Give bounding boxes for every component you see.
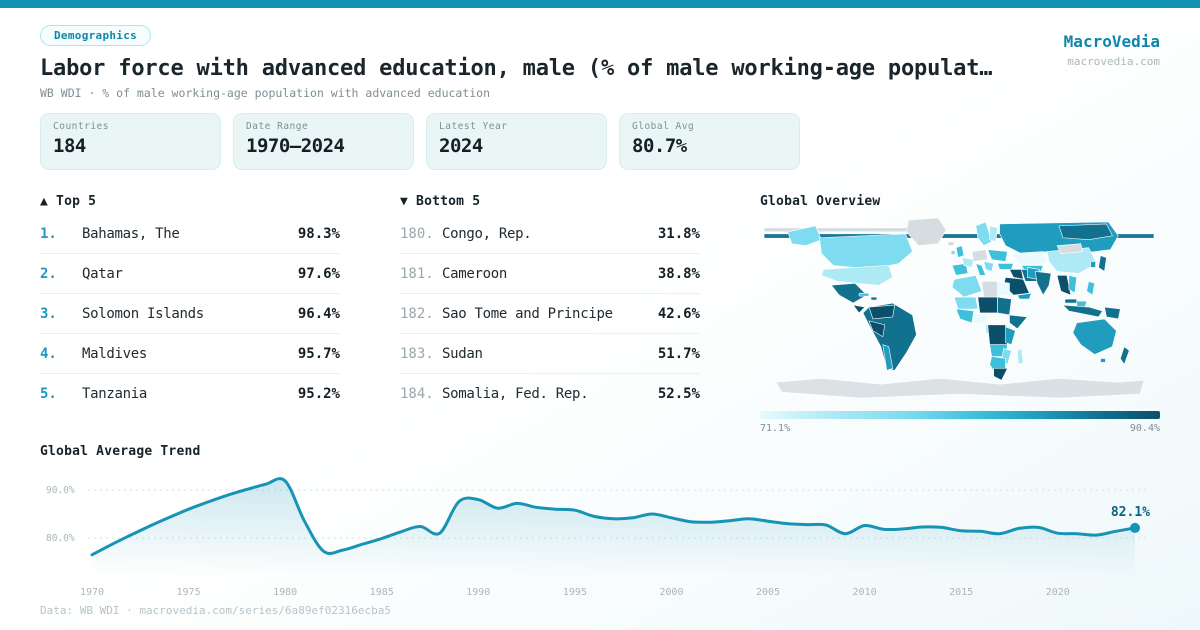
country-value: 95.2%: [297, 385, 340, 402]
stat-card-countries: Countries 184: [40, 113, 221, 170]
trend-heading: Global Average Trend: [40, 444, 201, 459]
stat-label: Date Range: [246, 121, 309, 132]
svg-text:90.0%: 90.0%: [46, 485, 75, 496]
stat-card-latest-year: Latest Year 2024: [426, 113, 607, 170]
list-item: 2. Qatar 97.6%: [40, 254, 340, 294]
stat-value: 1970–2024: [246, 135, 345, 157]
country-value: 96.4%: [297, 305, 340, 322]
map-color-scale: [760, 411, 1160, 419]
stat-value: 184: [53, 135, 86, 157]
country-value: 52.5%: [657, 385, 700, 402]
country-name: Sudan: [442, 345, 483, 362]
list-item: 1. Bahamas, The 98.3%: [40, 214, 340, 254]
trend-end-value: 82.1%: [1111, 505, 1150, 520]
country-name: Cameroon: [442, 265, 508, 282]
country-name: Sao Tome and Principe: [442, 305, 613, 322]
list-item: 5. Tanzania 95.2%: [40, 374, 340, 413]
world-map: [763, 217, 1155, 399]
rank-number: 4.: [40, 345, 57, 362]
list-item: 180. Congo, Rep. 31.8%: [400, 214, 700, 254]
stat-label: Global Avg: [632, 121, 695, 132]
country-value: 95.7%: [297, 345, 340, 362]
svg-text:1980: 1980: [273, 587, 297, 598]
bottom5-list: ▼ Bottom 5 180. Congo, Rep. 31.8% 181. C…: [400, 194, 700, 434]
svg-text:1995: 1995: [563, 587, 587, 598]
list-item: 184. Somalia, Fed. Rep. 52.5%: [400, 374, 700, 413]
rank-number: 183.: [400, 345, 434, 362]
top-accent-bar: [0, 0, 1200, 8]
header: Demographics Labor force with advanced e…: [40, 8, 1160, 100]
map-regions: [775, 217, 1145, 399]
country-name: Solomon Islands: [82, 305, 204, 322]
svg-text:1985: 1985: [370, 587, 394, 598]
category-badge: Demographics: [40, 25, 152, 46]
brand-logo: MacroVedia: [1063, 32, 1160, 51]
svg-text:1970: 1970: [80, 587, 104, 598]
country-name: Somalia, Fed. Rep.: [442, 385, 589, 402]
svg-text:2020: 2020: [1046, 587, 1070, 598]
footer-attribution: Data: WB WDI · macrovedia.com/series/6a8…: [40, 604, 391, 617]
country-value: 51.7%: [657, 345, 700, 362]
country-name: Bahamas, The: [82, 225, 180, 242]
svg-text:2000: 2000: [659, 587, 683, 598]
rank-number: 182.: [400, 305, 434, 322]
country-value: 31.8%: [657, 225, 700, 242]
list-item: 181. Cameroon 38.8%: [400, 254, 700, 294]
country-name: Tanzania: [82, 385, 148, 402]
svg-text:2015: 2015: [949, 587, 973, 598]
list-item: 3. Solomon Islands 96.4%: [40, 294, 340, 334]
rank-number: 184.: [400, 385, 434, 402]
stat-value: 2024: [439, 135, 483, 157]
list-item: 4. Maldives 95.7%: [40, 334, 340, 374]
country-value: 38.8%: [657, 265, 700, 282]
map-heading: Global Overview: [760, 194, 881, 209]
svg-text:1990: 1990: [466, 587, 490, 598]
trend-section: Global Average Trend 90.0% 80.0% 1970 1975 1…: [40, 444, 1160, 604]
stat-card-global-avg: Global Avg 80.7%: [619, 113, 800, 170]
brand-block: MacroVedia macrovedia.com: [1064, 32, 1160, 68]
bottom5-heading: ▼ Bottom 5: [400, 194, 481, 209]
svg-text:80.0%: 80.0%: [46, 533, 75, 544]
stat-label: Latest Year: [439, 121, 508, 132]
list-item: 182. Sao Tome and Principe 42.6%: [400, 294, 700, 334]
page-title: Labor force with advanced education, mal…: [40, 56, 993, 81]
global-overview: Global Overview: [760, 194, 1160, 434]
stat-card-date-range: Date Range 1970–2024: [233, 113, 414, 170]
svg-text:2010: 2010: [853, 587, 877, 598]
rank-number: 2.: [40, 265, 57, 282]
country-value: 97.6%: [297, 265, 340, 282]
rank-number: 180.: [400, 225, 434, 242]
stat-value: 80.7%: [632, 135, 687, 157]
rank-number: 1.: [40, 225, 57, 242]
brand-url: macrovedia.com: [1067, 55, 1160, 68]
svg-text:1975: 1975: [177, 587, 201, 598]
svg-text:2005: 2005: [756, 587, 780, 598]
top5-heading: ▲ Top 5: [40, 194, 97, 209]
country-name: Qatar: [82, 265, 123, 282]
top5-list: ▲ Top 5 1. Bahamas, The 98.3% 2. Qatar 9…: [40, 194, 340, 434]
list-item: 183. Sudan 51.7%: [400, 334, 700, 374]
country-value: 98.3%: [297, 225, 340, 242]
rank-number: 181.: [400, 265, 434, 282]
legend-max-label: 90.4%: [1129, 423, 1160, 434]
stat-label: Countries: [53, 121, 109, 132]
rank-number: 5.: [40, 385, 57, 402]
country-value: 42.6%: [657, 305, 700, 322]
trend-chart: 90.0% 80.0% 1970 1975 1980 1985 1990 1995 2000 20…: [46, 477, 1150, 598]
legend-min-label: 71.1%: [760, 423, 791, 434]
country-name: Maldives: [82, 345, 148, 362]
country-name: Congo, Rep.: [442, 225, 532, 242]
rank-number: 3.: [40, 305, 57, 322]
page-subtitle: WB WDI · % of male working-age populatio…: [40, 86, 491, 100]
stats-row: Countries 184 Date Range 1970–2024 Lates…: [40, 113, 1160, 170]
